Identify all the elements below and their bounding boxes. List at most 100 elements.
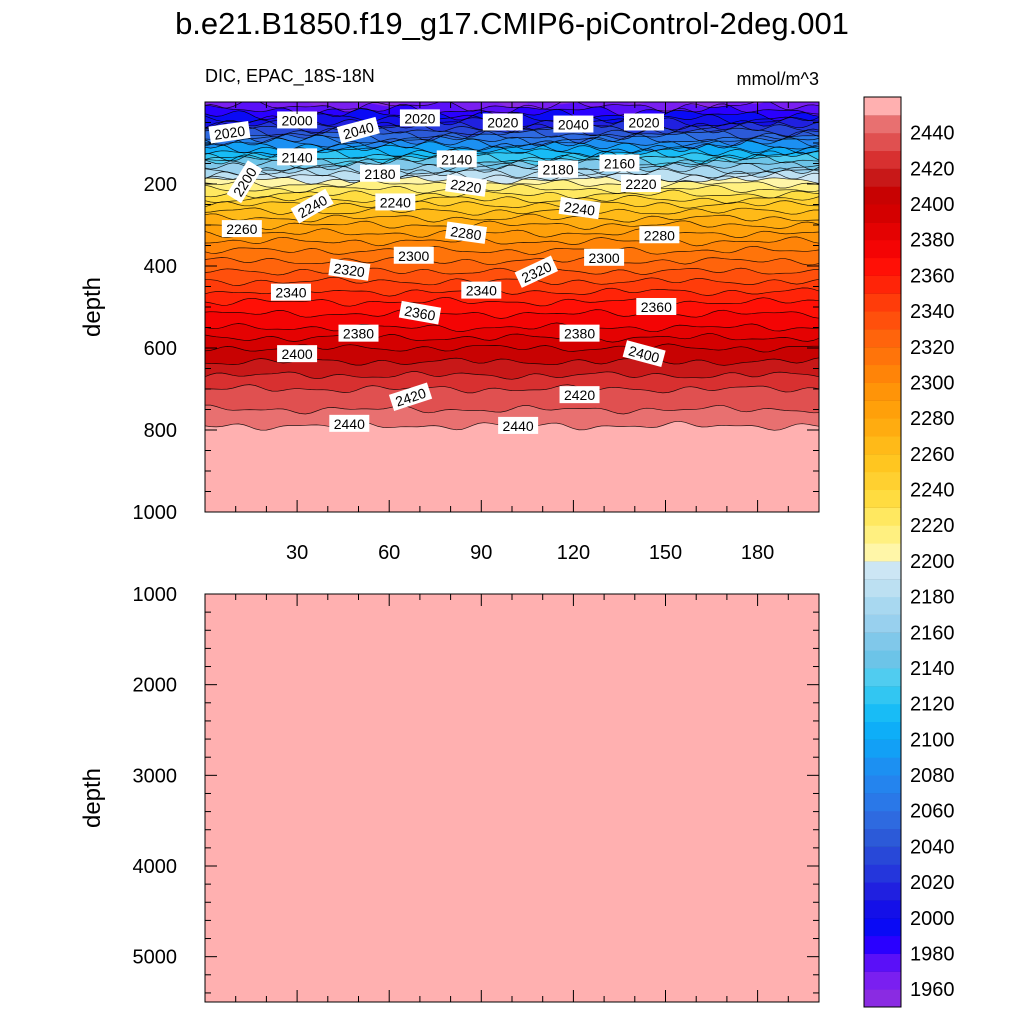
colorbar-box xyxy=(864,525,901,544)
contour-line xyxy=(205,245,819,255)
x-tick-label: 120 xyxy=(557,542,590,564)
contour-line xyxy=(205,122,819,135)
colorbar-box xyxy=(864,739,901,758)
contour-label-box xyxy=(636,298,677,315)
colorbar-label: 2300 xyxy=(910,372,955,394)
contour-label-text: 2020 xyxy=(487,115,518,131)
contour-label: 2400 xyxy=(622,340,666,368)
colorbar-label: 2080 xyxy=(910,765,955,787)
contour-label-box xyxy=(436,150,477,168)
contour-label-text: 2180 xyxy=(542,162,573,178)
contour-label-text: 2380 xyxy=(564,326,595,342)
contour-line xyxy=(205,130,819,144)
y-axis-label: depth xyxy=(79,277,106,337)
contour-label-box xyxy=(388,382,433,411)
y-tick-label: 2000 xyxy=(133,675,178,697)
contour-label: 2180 xyxy=(538,160,579,178)
contour-label-text: 2420 xyxy=(564,387,595,403)
colorbar-box xyxy=(864,721,901,740)
y-tick-label: 400 xyxy=(144,256,177,278)
colorbar-label: 2360 xyxy=(910,265,955,287)
colorbar-box xyxy=(864,275,901,294)
colorbar-box xyxy=(864,471,901,491)
contour-line xyxy=(205,167,819,179)
contour-label: 2220 xyxy=(620,175,661,192)
contour-label-box xyxy=(498,416,539,434)
contour-label: 2300 xyxy=(584,248,625,266)
contour-label-box xyxy=(584,248,625,266)
colorbar-label: 1960 xyxy=(910,979,955,1001)
contour-label-text: 2260 xyxy=(226,221,257,237)
contour-label: 2040 xyxy=(336,116,380,144)
contour-label-text: 2400 xyxy=(627,342,661,366)
colorbar-box xyxy=(864,757,901,776)
colorbar-label: 2240 xyxy=(910,480,955,502)
y-tick-label: 5000 xyxy=(133,947,178,969)
lower-panel: 1000 2000 3000 4000 5000 depth xyxy=(79,584,820,1003)
contour-label-text: 2440 xyxy=(503,418,534,434)
contour-label-box xyxy=(620,175,661,192)
contour-label-box xyxy=(221,220,262,238)
contour-label-box xyxy=(329,414,370,432)
contour-label: 2340 xyxy=(270,283,311,301)
colorbar-box xyxy=(864,453,901,473)
contour-line xyxy=(205,170,819,184)
contour-line xyxy=(205,256,819,266)
contour-label: 2280 xyxy=(445,221,488,244)
contour-label: 2280 xyxy=(639,226,680,244)
contour-line xyxy=(205,213,819,223)
lower-axes: 1000 2000 3000 4000 5000 xyxy=(133,584,819,1002)
contour-label-box xyxy=(624,113,665,131)
y-tick-label: 3000 xyxy=(133,765,178,787)
contour-label: 2020 xyxy=(482,113,523,131)
colorbar-box xyxy=(864,703,901,723)
contour-label-box xyxy=(559,324,600,342)
contour-label-text: 2320 xyxy=(333,260,366,280)
colorbar-box xyxy=(864,953,901,972)
colorbar-box xyxy=(864,186,901,205)
colorbar-box xyxy=(864,507,901,526)
colorbar-box xyxy=(864,400,901,419)
colorbar-box xyxy=(864,168,901,187)
y-tick-label: 4000 xyxy=(133,856,178,878)
contour-line xyxy=(205,175,819,185)
colorbar-label: 2440 xyxy=(910,123,955,145)
contour-label-box xyxy=(359,164,400,182)
contour-label-text: 2220 xyxy=(625,176,656,192)
colorbar-box xyxy=(864,882,901,901)
contour-line xyxy=(205,384,819,394)
figure-title: b.e21.B1850.f19_g17.CMIP6-piControl-2deg… xyxy=(175,6,849,41)
contour-label-text: 2240 xyxy=(380,194,411,210)
colorbar-label: 2100 xyxy=(910,729,955,751)
colorbar-box xyxy=(864,311,901,330)
colorbar-label: 2260 xyxy=(910,444,955,466)
contour-label: 2380 xyxy=(338,324,379,342)
colorbar-label: 2180 xyxy=(910,587,955,609)
contour-label-text: 2300 xyxy=(398,248,429,264)
y-tick-label: 1000 xyxy=(133,502,178,524)
colorbar-box xyxy=(864,204,901,223)
colorbar-box xyxy=(864,899,901,919)
contour-label-box xyxy=(445,174,488,197)
colorbar-label: 2060 xyxy=(910,801,955,823)
contour-label-box xyxy=(398,300,442,325)
colorbar-frame xyxy=(863,96,902,1008)
contour-label: 2420 xyxy=(559,386,600,404)
colorbar-box xyxy=(864,150,901,169)
contour-label-box xyxy=(399,109,440,127)
contour-label-box xyxy=(559,386,600,404)
contour-label-box xyxy=(336,116,380,144)
contour-line xyxy=(205,404,819,415)
contour-line xyxy=(205,164,819,176)
contour-label: 2240 xyxy=(558,196,601,220)
colorbar-label: 2220 xyxy=(910,515,955,537)
contour-label-box xyxy=(277,345,318,363)
contour-label: 2000 xyxy=(277,111,318,129)
contour-label-box xyxy=(277,148,318,166)
colorbar-box xyxy=(864,418,901,437)
colorbar-box xyxy=(864,257,901,276)
x-tick-label: 60 xyxy=(378,542,400,564)
contour-line xyxy=(205,309,819,319)
colorbar-box xyxy=(864,685,901,705)
